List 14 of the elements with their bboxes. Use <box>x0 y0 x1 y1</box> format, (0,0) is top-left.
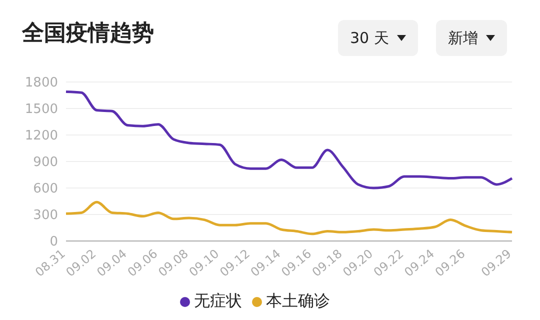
y-tick-label: 300 <box>33 208 58 224</box>
y-tick-label: 900 <box>33 155 58 170</box>
line-series <box>64 200 514 236</box>
legend-label: 本土确诊 <box>266 291 330 310</box>
y-tick-label: 1200 <box>24 128 58 144</box>
legend-label: 无症状 <box>194 291 242 310</box>
chart-title: 全国疫情趋势 <box>22 20 154 48</box>
line-series <box>64 90 514 190</box>
y-tick-label: 600 <box>33 182 58 197</box>
y-tick-label: 1800 <box>24 76 58 91</box>
text: 30 天 <box>350 28 389 48</box>
y-tick-label: 1500 <box>24 102 58 118</box>
text: 新增 <box>448 28 478 48</box>
y-tick-label: 0 <box>50 234 58 250</box>
